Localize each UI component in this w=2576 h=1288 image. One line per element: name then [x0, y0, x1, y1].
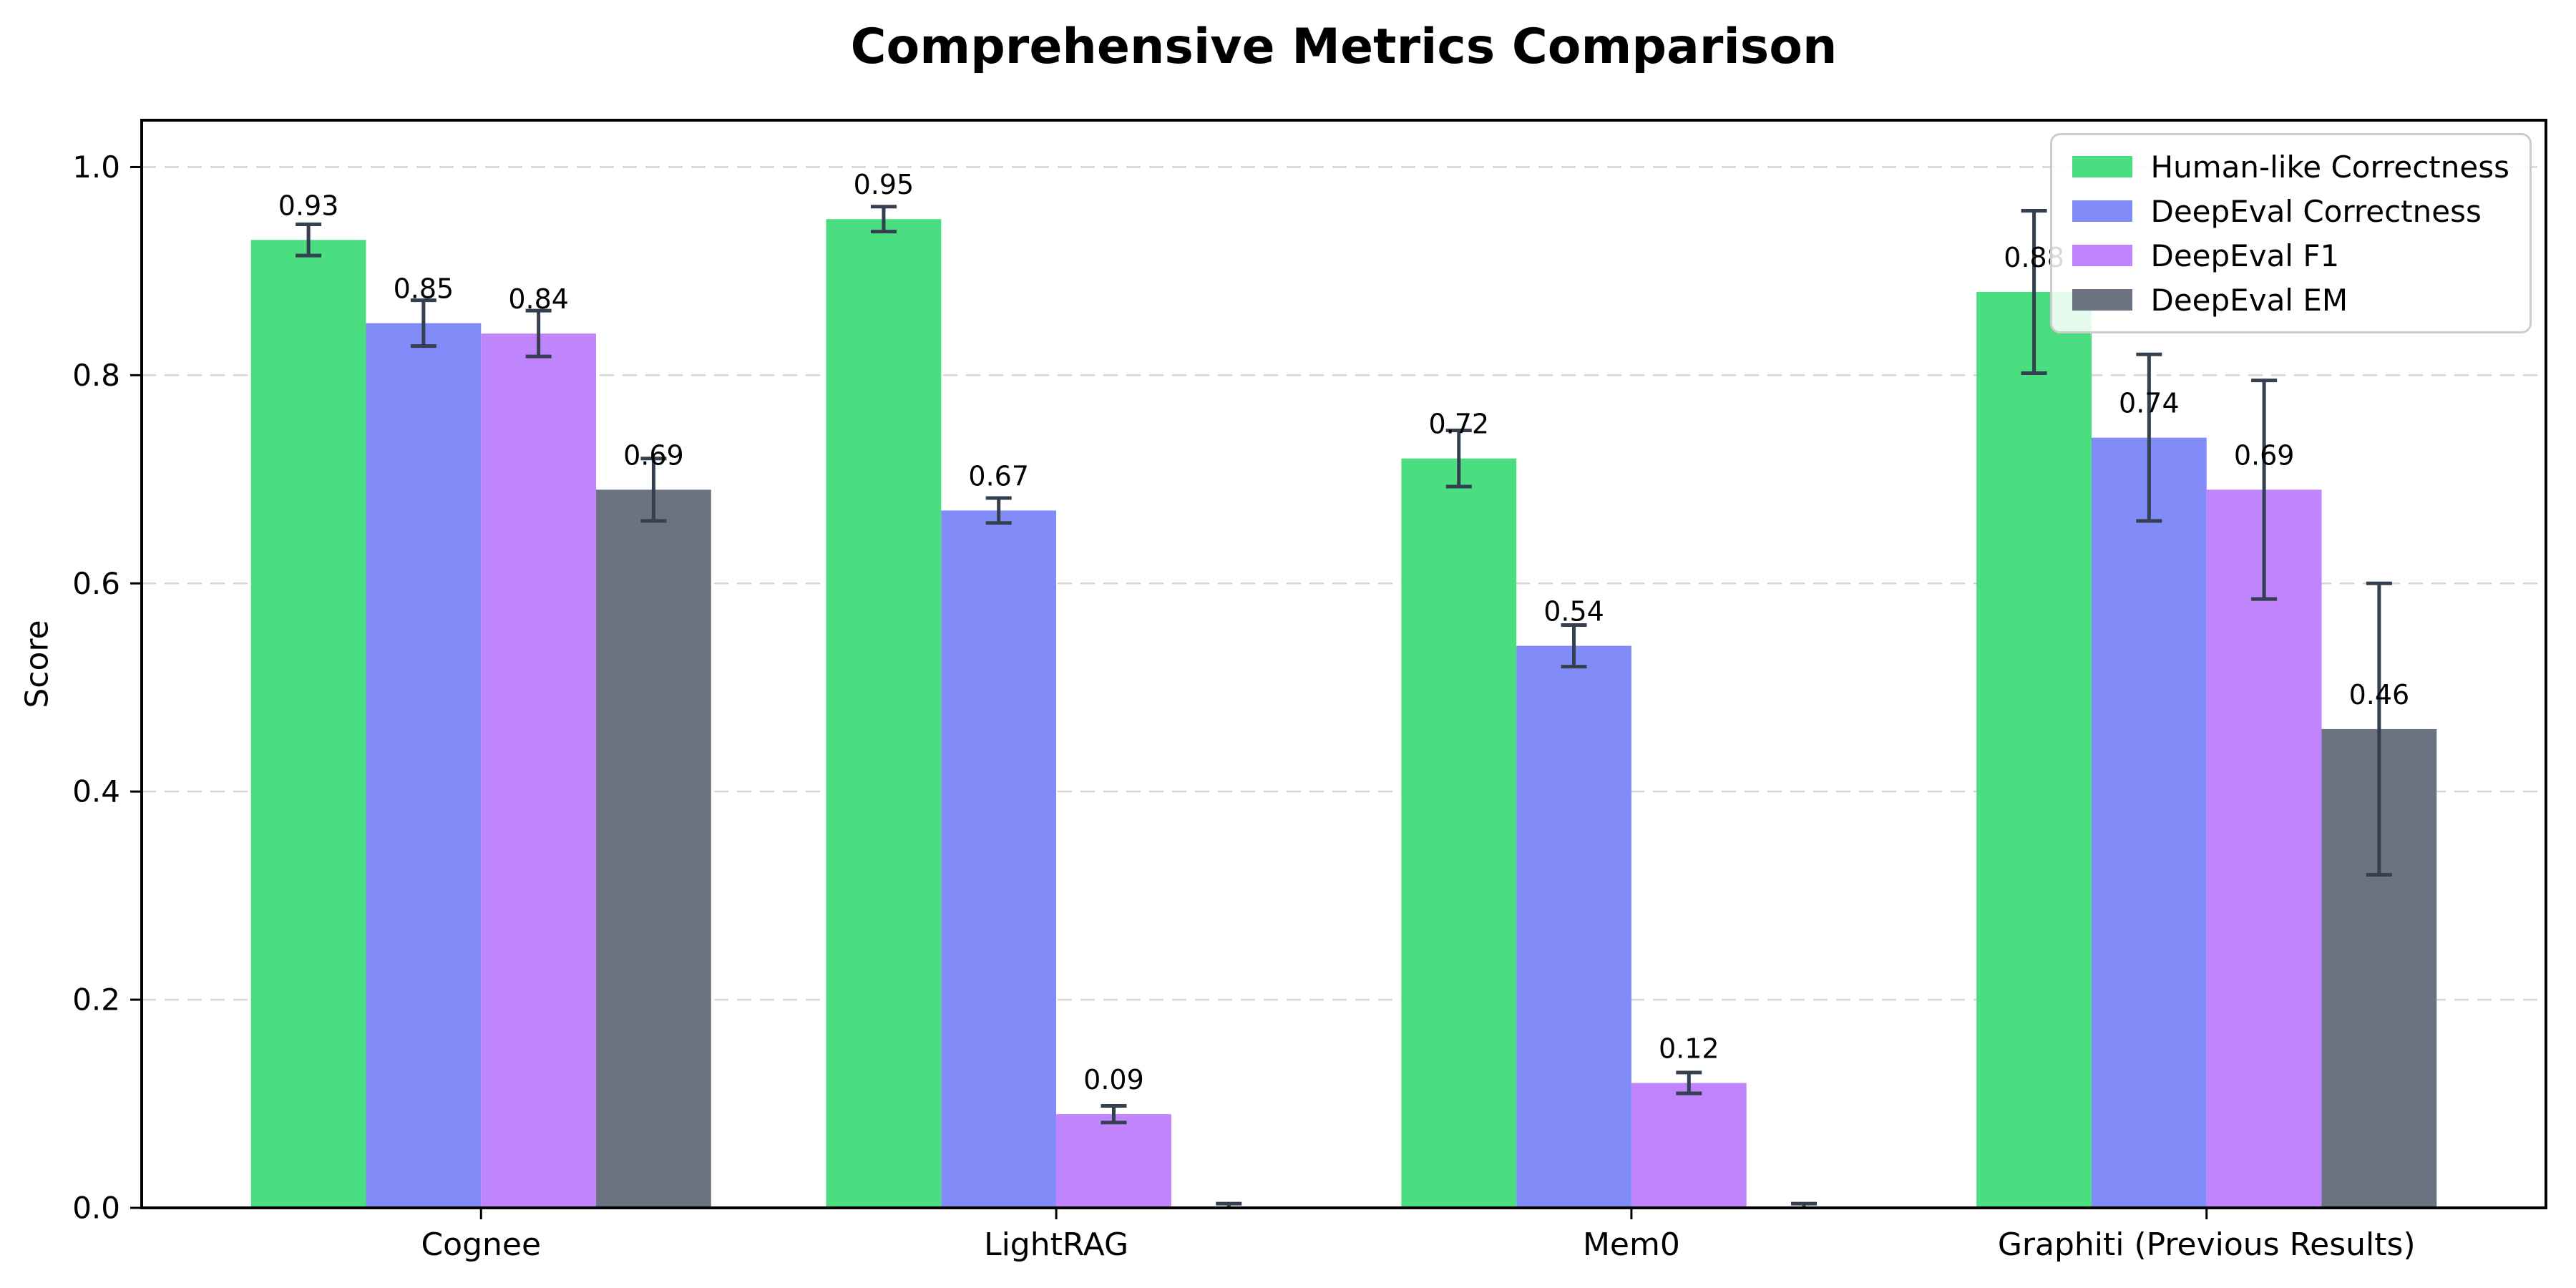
x-tick-label: Mem0: [1583, 1226, 1680, 1263]
bar-deepeval-f1: [1631, 1083, 1747, 1208]
error-bar: [1561, 623, 1587, 669]
legend-label: DeepEval F1: [2150, 238, 2340, 273]
legend: Human-like Correctness DeepEval Correctne…: [2049, 133, 2532, 333]
bar-human-like-correctness: [250, 240, 366, 1209]
error-bar: [1676, 1070, 1702, 1096]
error-bar: [2136, 352, 2162, 523]
bar-deepeval-f1: [481, 333, 597, 1208]
bar-human-like-correctness: [826, 219, 942, 1208]
bar-value-label: 0.84: [508, 283, 569, 315]
axes-box: [140, 119, 2547, 1209]
bar-human-like-correctness: [1976, 292, 2092, 1208]
error-bar: [525, 308, 552, 358]
legend-swatch: [2072, 289, 2132, 311]
error-bar: [870, 205, 897, 234]
legend-item: DeepEval EM: [2072, 281, 2510, 318]
bar-value-label: 0.54: [1543, 596, 1604, 628]
error-bar: [410, 298, 436, 348]
legend-swatch: [2072, 156, 2132, 177]
legend-item: Human-like Correctness: [2072, 148, 2510, 185]
x-tick-label: Graphiti (Previous Results): [1998, 1226, 2416, 1263]
bar-value-label: 0.74: [2119, 388, 2180, 419]
legend-swatch: [2072, 200, 2132, 222]
bar-deepeval-f1: [1056, 1114, 1171, 1208]
y-tick-label: 0.0: [72, 1191, 120, 1226]
error-bar: [985, 496, 1012, 525]
legend-label: Human-like Correctness: [2150, 149, 2510, 185]
error-bar: [1216, 1201, 1242, 1208]
error-bar: [1791, 1201, 1818, 1208]
y-tick-label: 1.0: [72, 150, 120, 185]
bar-value-label: 0.72: [1428, 409, 1489, 440]
legend-label: DeepEval EM: [2150, 282, 2348, 318]
error-bar: [296, 222, 322, 258]
bar-value-label: 0.93: [278, 190, 339, 221]
bar-value-label: 0.69: [623, 439, 684, 471]
chart-title: Comprehensive Metrics Comparison: [850, 19, 1838, 75]
legend-label: DeepEval Correctness: [2150, 193, 2482, 229]
legend-item: DeepEval F1: [2072, 237, 2510, 274]
bar-value-label: 0.67: [968, 460, 1029, 492]
bar-deepeval-correctness: [1516, 645, 1631, 1208]
y-tick-label: 0.8: [72, 358, 120, 393]
error-bar: [2366, 581, 2392, 877]
bar-value-label: 0.85: [394, 273, 454, 305]
y-tick-label: 0.4: [72, 774, 120, 809]
bar-value-label: 0.69: [2234, 439, 2295, 471]
bar-value-label: 0.46: [2349, 679, 2410, 711]
bar-deepeval-correctness: [366, 323, 482, 1208]
bar-value-label: 0.09: [1083, 1064, 1144, 1096]
error-bar: [2251, 379, 2278, 601]
error-bar: [1445, 428, 1472, 489]
bar-deepeval-correctness: [2091, 437, 2207, 1208]
error-bar: [2021, 209, 2047, 375]
bar-value-label: 0.12: [1659, 1033, 1719, 1064]
legend-item: DeepEval Correctness: [2072, 192, 2510, 230]
bar-deepeval-em: [596, 489, 711, 1208]
bar-deepeval-correctness: [941, 510, 1057, 1208]
y-tick-label: 0.2: [72, 982, 120, 1018]
x-tick-label: LightRAG: [984, 1226, 1128, 1263]
bar-value-label: 0.95: [854, 169, 914, 200]
bar-human-like-correctness: [1401, 458, 1517, 1208]
bar-deepeval-f1: [2206, 489, 2322, 1208]
y-tick-label: 0.6: [72, 566, 120, 601]
x-tick-label: Cognee: [421, 1226, 541, 1263]
error-bar: [1101, 1103, 1127, 1125]
legend-swatch: [2072, 245, 2132, 266]
error-bar: [640, 457, 667, 523]
